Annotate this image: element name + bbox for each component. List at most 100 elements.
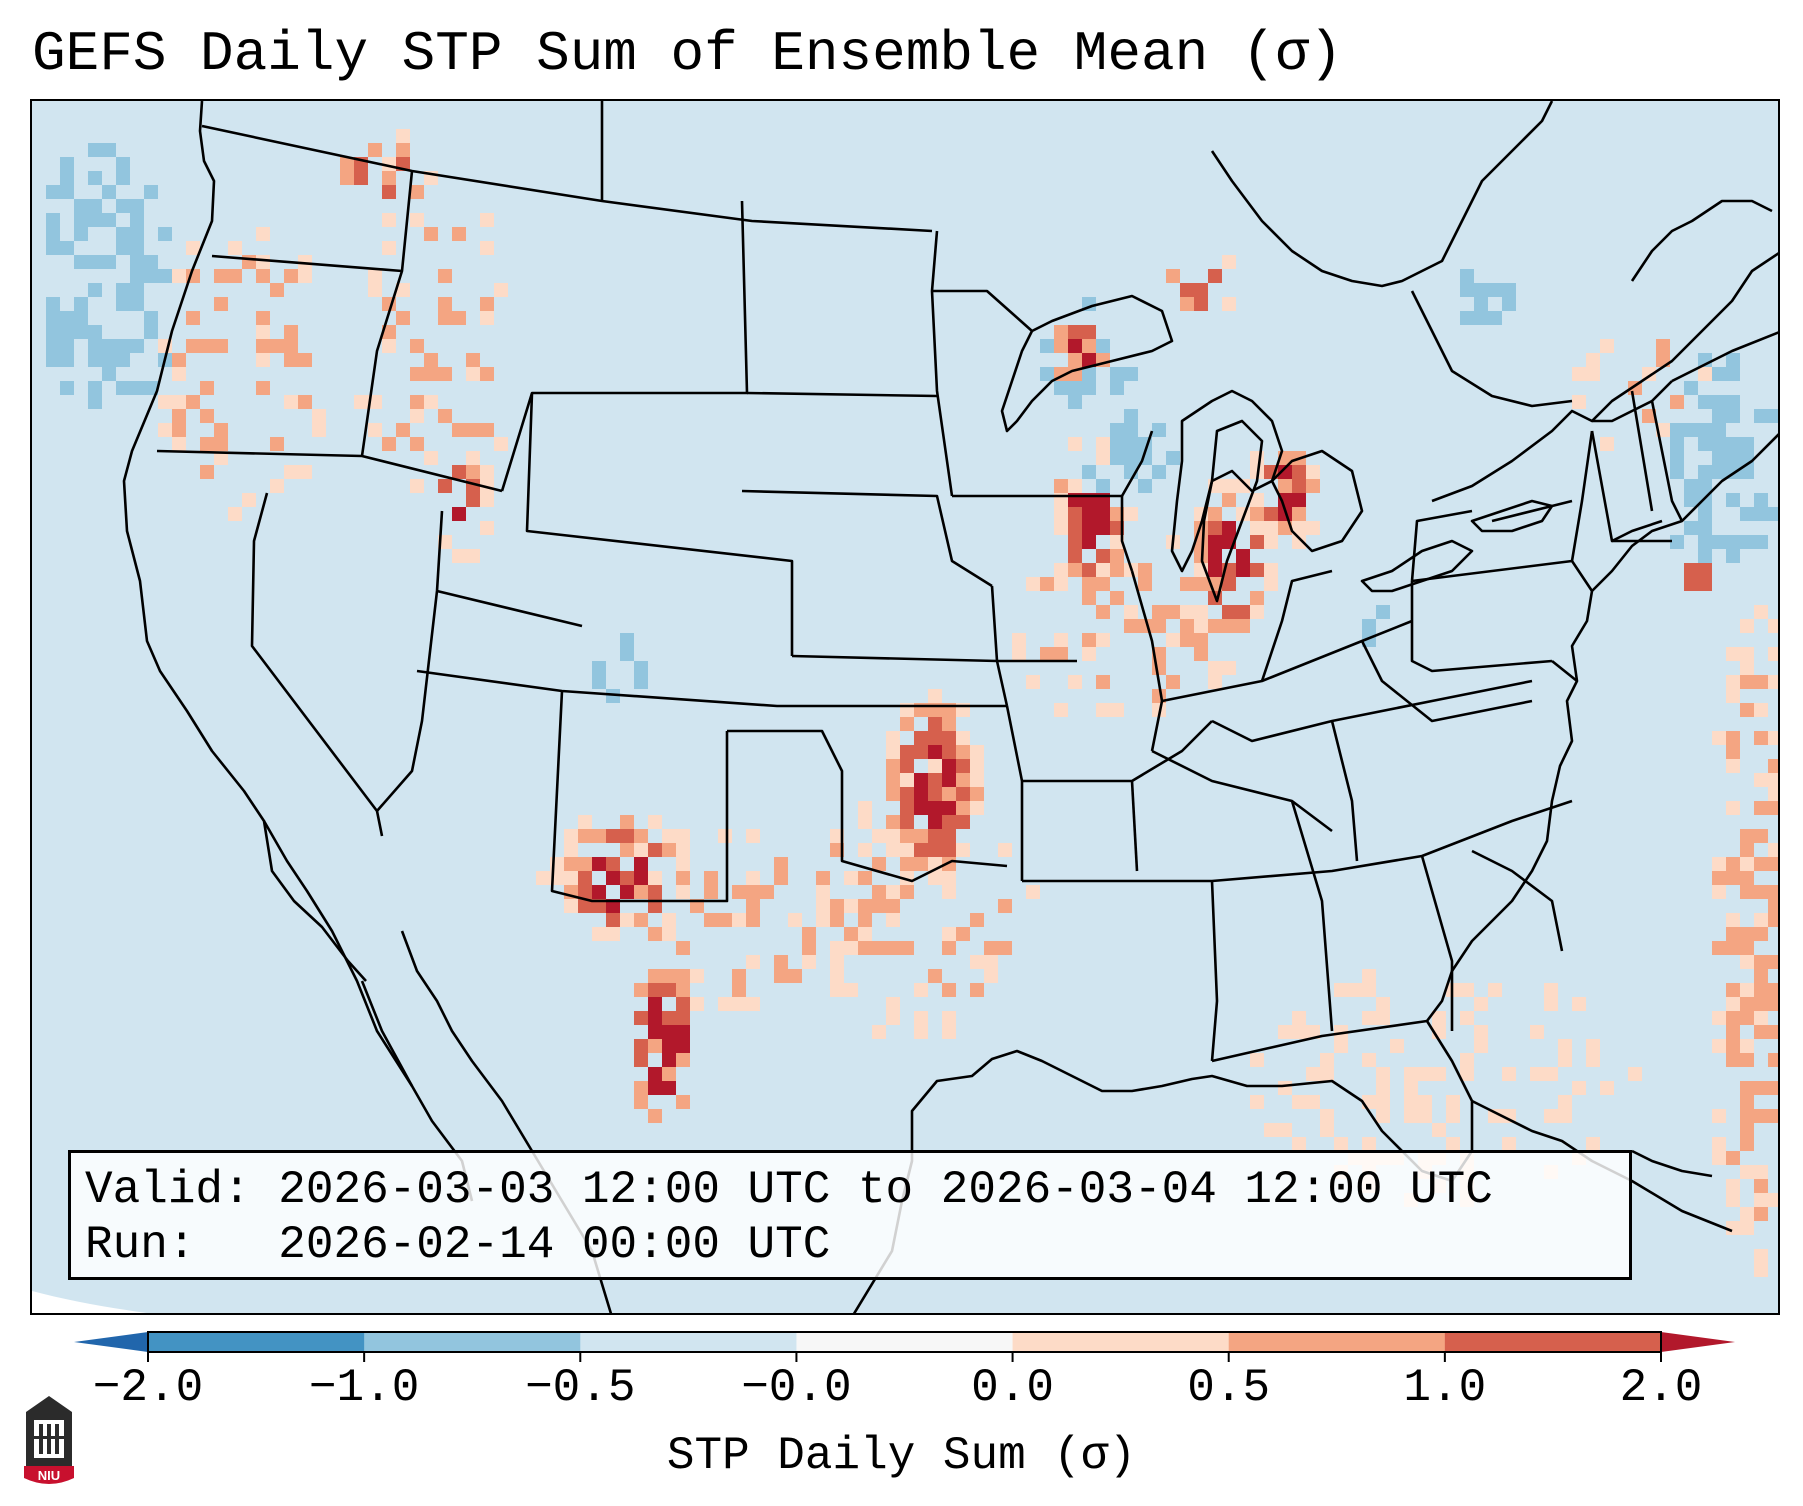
grid-cell [872,899,886,913]
grid-cell [354,171,368,185]
grid-cell [1180,633,1194,647]
grid-cell [1432,1011,1446,1025]
grid-cell [564,843,578,857]
grid-cell [1698,563,1712,577]
grid-cell [914,843,928,857]
grid-cell [1362,969,1376,983]
grid-cell [1068,563,1082,577]
grid-cell [1012,633,1026,647]
grid-cell [1740,661,1754,675]
grid-cell [130,213,144,227]
grid-cell [1726,1025,1740,1039]
grid-cell [718,997,732,1011]
grid-cell [1096,563,1110,577]
grid-cell [928,731,942,745]
grid-cell [914,1011,928,1025]
grid-cell [1460,283,1474,297]
grid-cell [130,255,144,269]
grid-cell [1712,1109,1726,1123]
grid-cell [1740,535,1754,549]
grid-cell [1600,339,1614,353]
grid-cell [1082,325,1096,339]
grid-cell [1320,1123,1334,1137]
grid-cell [1138,479,1152,493]
grid-cell [116,283,130,297]
grid-cell [788,913,802,927]
grid-cell [340,171,354,185]
grid-cell [1292,1011,1306,1025]
grid-cell [130,241,144,255]
grid-cell [970,787,984,801]
grid-cell [1474,311,1488,325]
grid-cell [634,1053,648,1067]
grid-cell [1068,437,1082,451]
grid-cell [1082,647,1096,661]
grid-cell [788,969,802,983]
grid-cell [1726,409,1740,423]
grid-cell [802,941,816,955]
grid-cell [1054,521,1068,535]
grid-cell [438,269,452,283]
grid-cell [410,437,424,451]
grid-cell [74,227,88,241]
colorbar-bin [580,1332,797,1352]
grid-cell [1208,269,1222,283]
grid-cell [942,801,956,815]
grid-cell [900,941,914,955]
grid-cell [1068,535,1082,549]
colorbar-tick-label: 1.0 [1403,1362,1487,1414]
grid-cell [1670,437,1684,451]
grid-cell [1488,311,1502,325]
grid-cell [172,367,186,381]
grid-cell [270,437,284,451]
grid-cell [1754,675,1768,689]
grid-cell [1698,577,1712,591]
grid-cell [732,913,746,927]
grid-cell [676,829,690,843]
grid-cell [1054,703,1068,717]
grid-cell [676,885,690,899]
grid-cell [1740,1123,1754,1137]
grid-cell [1124,507,1138,521]
grid-cell [886,997,900,1011]
grid-cell [116,353,130,367]
grid-cell [1376,605,1390,619]
grid-cell [298,255,312,269]
grid-cell [270,283,284,297]
grid-cell [1670,451,1684,465]
grid-cell [1740,927,1754,941]
grid-cell [228,507,242,521]
grid-cell [1684,577,1698,591]
grid-cell [1740,647,1754,661]
grid-cell [1712,451,1726,465]
grid-cell [396,423,410,437]
grid-cell [1754,493,1768,507]
grid-cell [858,941,872,955]
grid-cell [1124,367,1138,381]
grid-cell [900,843,914,857]
grid-cell [1068,521,1082,535]
grid-cell [886,829,900,843]
grid-cell [466,353,480,367]
grid-cell [214,437,228,451]
grid-cell [396,143,410,157]
grid-cell [88,395,102,409]
grid-cell [942,773,956,787]
grid-cell [886,941,900,955]
grid-cell [438,297,452,311]
grid-cell [886,759,900,773]
grid-cell [1684,563,1698,577]
grid-cell [1138,563,1152,577]
grid-cell [466,367,480,381]
grid-cell [816,913,830,927]
grid-cell [452,465,466,479]
grid-cell [214,297,228,311]
grid-cell [914,773,928,787]
grid-cell [1768,913,1778,927]
grid-cell [1068,395,1082,409]
grid-cell [956,787,970,801]
grid-cell [1726,1179,1740,1193]
grid-cell [1222,521,1236,535]
grid-cell [592,885,606,899]
grid-cell [452,507,466,521]
